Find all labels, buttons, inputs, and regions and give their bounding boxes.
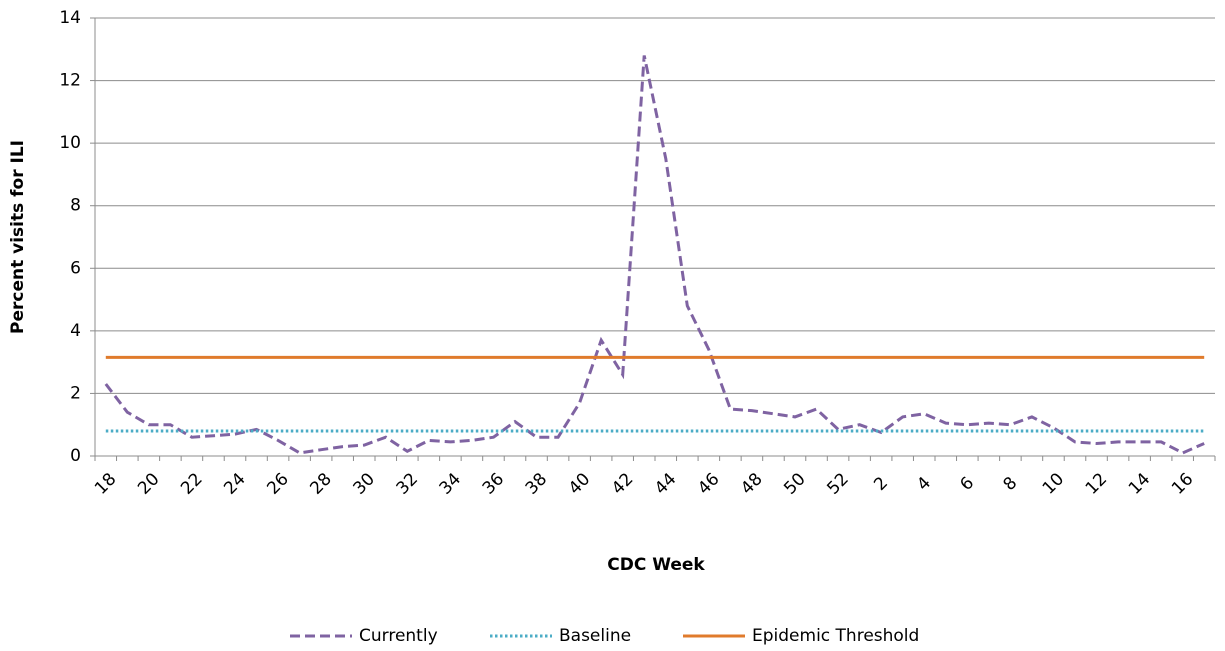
x-tick-label: 14	[1125, 469, 1154, 498]
y-tick-label: 8	[70, 196, 81, 216]
legend-label: Baseline	[559, 626, 631, 646]
x-tick-label: 4	[913, 473, 935, 495]
x-tick-label: 32	[393, 469, 422, 498]
y-tick-label: 14	[59, 8, 81, 28]
y-tick-label: 0	[70, 446, 81, 466]
x-axis-title: CDC Week	[607, 555, 705, 575]
x-tick-label: 44	[651, 469, 680, 498]
x-tick-label: 36	[479, 469, 508, 498]
y-tick-label: 12	[59, 71, 81, 91]
x-tick-label: 34	[436, 469, 465, 498]
x-tick-label: 2	[870, 473, 892, 495]
x-tick-label: 20	[134, 469, 163, 498]
x-tick-label: 30	[350, 469, 379, 498]
x-tick-label: 52	[823, 469, 852, 498]
x-tick-label: 50	[780, 469, 809, 498]
x-tick-label: 40	[565, 469, 594, 498]
series-line	[104, 55, 1205, 455]
y-tick-label: 2	[70, 383, 81, 403]
x-tick-label: 28	[306, 469, 335, 498]
y-axis-title: Percent visits for ILI	[8, 140, 28, 334]
x-tick-label: 10	[1039, 469, 1068, 498]
x-tick-label: 16	[1168, 469, 1197, 498]
legend-label: Epidemic Threshold	[752, 626, 919, 646]
x-tick-label: 8	[999, 473, 1021, 495]
x-tick-label: 26	[263, 469, 292, 498]
legend-label: Currently	[359, 626, 438, 646]
x-tick-label: 18	[91, 469, 120, 498]
x-tick-label: 48	[737, 469, 766, 498]
y-tick-label: 10	[59, 133, 81, 153]
x-tick-label: 22	[177, 469, 206, 498]
x-tick-label: 46	[694, 469, 723, 498]
x-tick-label: 38	[522, 469, 551, 498]
x-tick-label: 12	[1082, 469, 1111, 498]
x-tick-label: 6	[956, 473, 978, 495]
x-tick-label: 42	[608, 469, 637, 498]
y-tick-label: 4	[70, 321, 81, 341]
x-tick-label: 24	[220, 469, 249, 498]
y-tick-label: 6	[70, 258, 81, 278]
